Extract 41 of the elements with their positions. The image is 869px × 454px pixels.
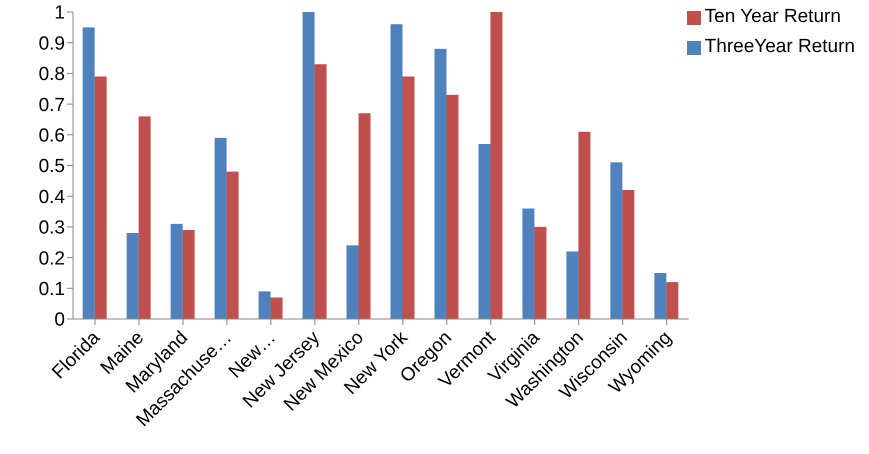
bar: [182, 230, 195, 319]
bar: [94, 76, 107, 319]
bar: [358, 113, 371, 319]
bar: [314, 64, 327, 319]
bar: [666, 282, 678, 319]
y-tick-label: 0.6: [38, 126, 65, 147]
y-tick-label: 0.1: [38, 279, 65, 300]
bar: [446, 94, 458, 319]
bar: [170, 224, 183, 319]
bar: [654, 272, 666, 319]
bar: [390, 24, 403, 319]
bar: [610, 162, 622, 319]
bar: [434, 48, 446, 319]
bar: [258, 291, 271, 319]
bar: [566, 251, 578, 319]
bar: [126, 233, 139, 319]
bar: [578, 132, 590, 319]
y-tick-label: 0.8: [38, 64, 65, 86]
legend-label: ThreeYear Return: [704, 36, 855, 57]
y-tick-label: 0.9: [38, 33, 65, 54]
y-tick-label: 1: [54, 2, 65, 24]
y-tick-label: 0.4: [38, 186, 66, 208]
bar: [534, 226, 546, 319]
bar: [402, 76, 415, 319]
bar: [226, 172, 239, 319]
y-tick-label: 0.2: [38, 248, 65, 270]
y-tick-label: 0.7: [38, 94, 65, 116]
bar: [302, 12, 315, 319]
y-tick-label: 0: [54, 310, 65, 331]
bar: [346, 245, 359, 319]
bar: [138, 116, 151, 319]
legend-label: Ten Year Return: [704, 6, 841, 27]
y-tick-label: 0.3: [38, 218, 65, 239]
bar: [270, 298, 283, 319]
bar: [82, 27, 95, 319]
bar: [478, 144, 490, 319]
bar: [490, 12, 502, 319]
bar: [522, 208, 534, 319]
bar: [214, 138, 227, 319]
y-tick-label: 0.5: [38, 156, 65, 178]
bar: [622, 190, 634, 319]
